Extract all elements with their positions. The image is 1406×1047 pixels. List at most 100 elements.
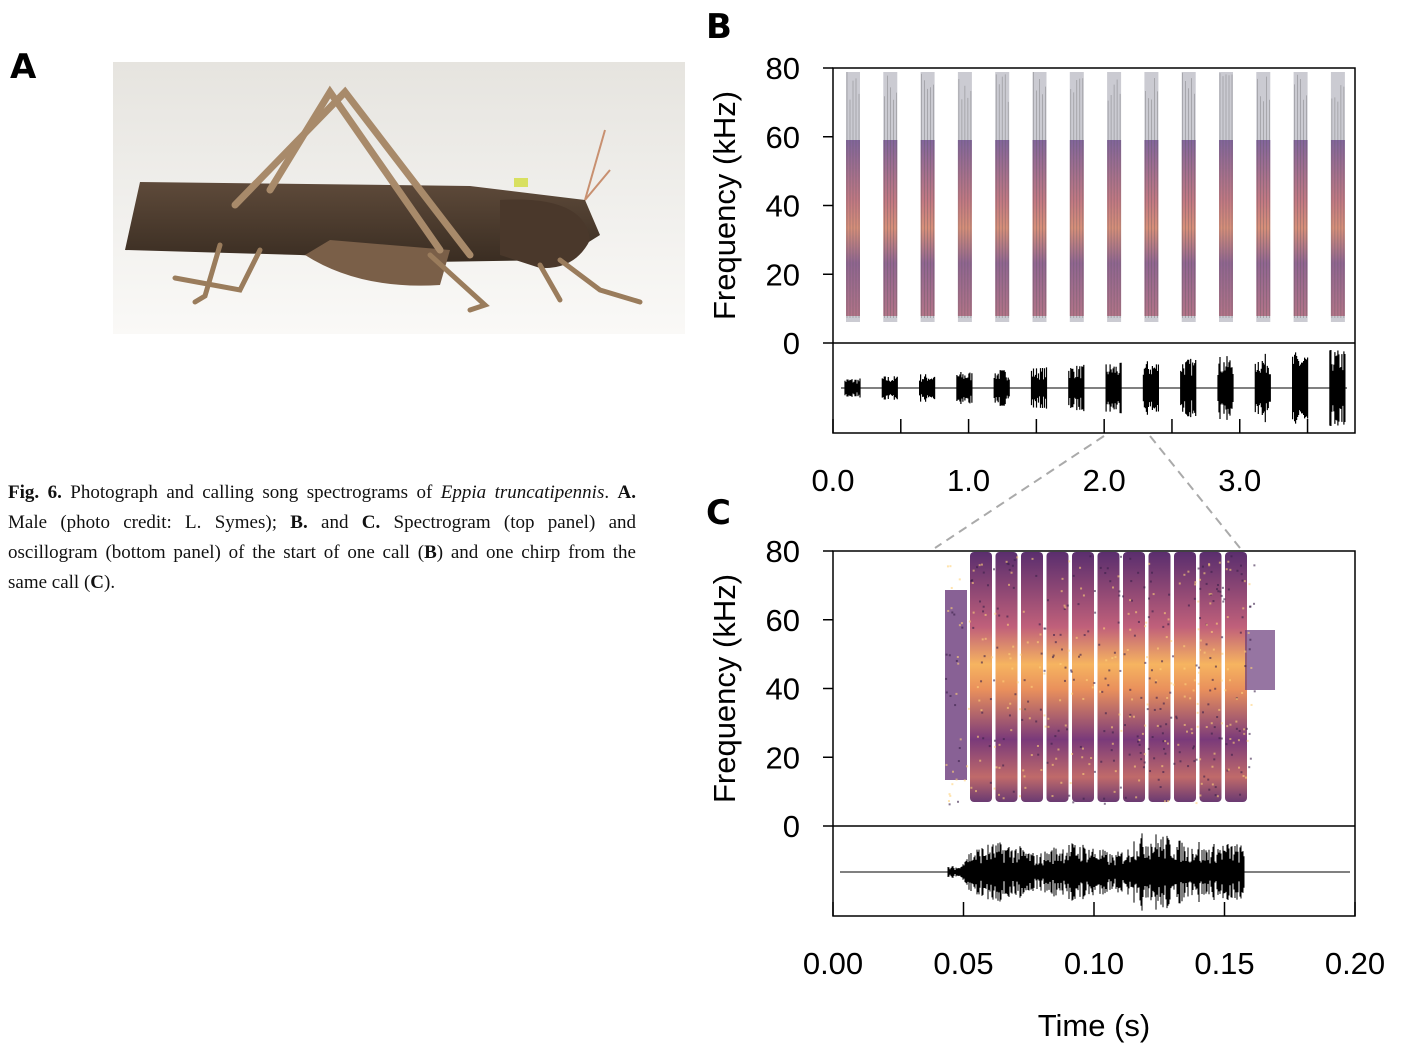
spectrogram-texture — [1050, 742, 1053, 745]
spectrogram-texture — [1133, 765, 1136, 768]
x-tick-label: 1.0 — [947, 463, 990, 498]
spectrogram-texture — [1220, 737, 1223, 740]
spectrogram-texture — [1157, 778, 1160, 781]
spectrogram-texture — [1023, 775, 1026, 778]
spectrogram-texture — [1051, 795, 1054, 798]
spectrogram-texture — [1100, 760, 1103, 763]
spectrogram-texture — [1063, 604, 1066, 607]
spectrogram-texture — [984, 637, 987, 640]
spectrogram-texture — [1228, 679, 1231, 682]
caption-run: B — [424, 542, 437, 563]
spectrogram-texture — [1081, 747, 1084, 750]
spectrogram-texture — [1093, 770, 1096, 773]
spectrogram-texture — [945, 691, 948, 694]
spectrogram-texture — [976, 686, 979, 689]
spectrogram-texture — [1205, 726, 1208, 729]
spectrogram-texture — [1210, 570, 1213, 573]
spectrogram-texture — [1016, 681, 1019, 684]
spectrogram-texture — [978, 564, 981, 567]
spectrogram-texture — [1143, 761, 1146, 764]
spectrogram-texture — [1226, 616, 1229, 619]
spectrogram-texture — [1241, 616, 1244, 619]
spectrogram-texture — [1244, 665, 1247, 668]
spectrogram-texture — [1021, 718, 1024, 721]
spectrogram-texture — [970, 786, 973, 789]
spectrogram-texture — [1247, 631, 1250, 634]
spectrogram-texture — [1229, 568, 1232, 571]
spectrogram-texture — [1043, 669, 1046, 672]
spectrogram-texture — [1038, 623, 1041, 626]
spectrogram-texture — [1169, 691, 1172, 694]
spectrogram-texture — [1137, 740, 1140, 743]
spectrogram-texture — [1019, 795, 1022, 798]
spectrogram-texture — [1156, 647, 1159, 650]
panel-label: B — [706, 7, 732, 47]
spectrogram-texture — [1108, 669, 1111, 672]
spectrogram-texture — [1235, 697, 1238, 700]
spectrogram-texture — [1151, 736, 1154, 739]
spectrogram-texture — [1173, 762, 1176, 765]
spectrogram-texture — [1242, 607, 1245, 610]
spectrogram-texture — [1106, 567, 1109, 570]
spectrogram-texture — [1063, 679, 1066, 682]
spectrogram-texture — [1223, 598, 1226, 601]
spectrogram-texture — [1091, 686, 1094, 689]
spectrogram-texture — [991, 656, 994, 659]
spectrogram-texture — [1122, 595, 1125, 598]
spectrogram-texture — [989, 781, 992, 784]
spectrogram-texture — [1002, 680, 1005, 683]
spectrogram-texture — [1067, 649, 1070, 652]
spectrogram-texture — [1218, 708, 1221, 711]
spectrogram-texture — [961, 626, 964, 629]
spectrogram-texture — [1159, 725, 1162, 728]
spectrogram-texture — [1064, 666, 1067, 669]
spectrogram-texture — [967, 707, 970, 710]
spectrogram-texture — [1217, 590, 1220, 593]
y-tick-label: 0 — [783, 326, 800, 361]
spectrogram-texture — [1166, 742, 1169, 745]
spectrogram-texture — [1214, 786, 1217, 789]
spectrogram-texture — [993, 739, 996, 742]
spectrogram-texture — [1010, 729, 1013, 732]
spectrogram-texture — [1099, 690, 1102, 693]
spectrogram-texture — [945, 677, 948, 680]
spectrogram-texture — [1133, 715, 1136, 718]
spectrogram-texture — [1071, 752, 1074, 755]
spectrogram-texture — [1097, 552, 1120, 802]
spectrogram-texture — [1147, 747, 1150, 750]
spectrogram-texture — [1019, 653, 1022, 656]
spectrogram-texture — [1090, 757, 1093, 760]
spectrogram-texture — [1208, 593, 1211, 596]
caption-run: ). — [104, 572, 116, 593]
spectrogram-texture — [1037, 753, 1040, 756]
spectrogram-texture — [1214, 687, 1217, 690]
spectrogram-texture — [1196, 711, 1199, 714]
spectrogram-texture — [1014, 693, 1017, 696]
spectrogram-texture — [1237, 739, 1240, 742]
spectrogram-texture — [958, 624, 961, 627]
spectrogram-texture — [1111, 742, 1114, 745]
y-tick-label: 20 — [766, 740, 800, 775]
spectrogram-texture — [956, 655, 959, 658]
spectrogram-texture — [1087, 630, 1090, 633]
spectrogram-texture — [1104, 572, 1107, 575]
spectrogram-texture — [993, 745, 996, 748]
spectrogram-texture — [986, 584, 989, 587]
spectrogram-texture — [1128, 753, 1131, 756]
spectrogram-texture — [1186, 730, 1189, 733]
spectrogram-texture — [1230, 753, 1233, 756]
spectrogram-texture — [980, 709, 983, 712]
spectrogram-texture — [1221, 652, 1224, 655]
spectrogram-texture — [1055, 757, 1058, 760]
spectrogram-texture — [1226, 668, 1229, 671]
spectrogram-texture — [1166, 696, 1169, 699]
spectrogram-texture — [1112, 759, 1115, 762]
spectrogram-texture — [1199, 758, 1202, 761]
spectrogram-texture — [949, 565, 952, 568]
y-tick-label: 40 — [766, 189, 800, 224]
spectrogram-texture — [984, 613, 987, 616]
spectrogram-texture — [1129, 599, 1132, 602]
spectrogram-texture — [949, 694, 952, 697]
spectrogram-texture — [1012, 586, 1015, 589]
